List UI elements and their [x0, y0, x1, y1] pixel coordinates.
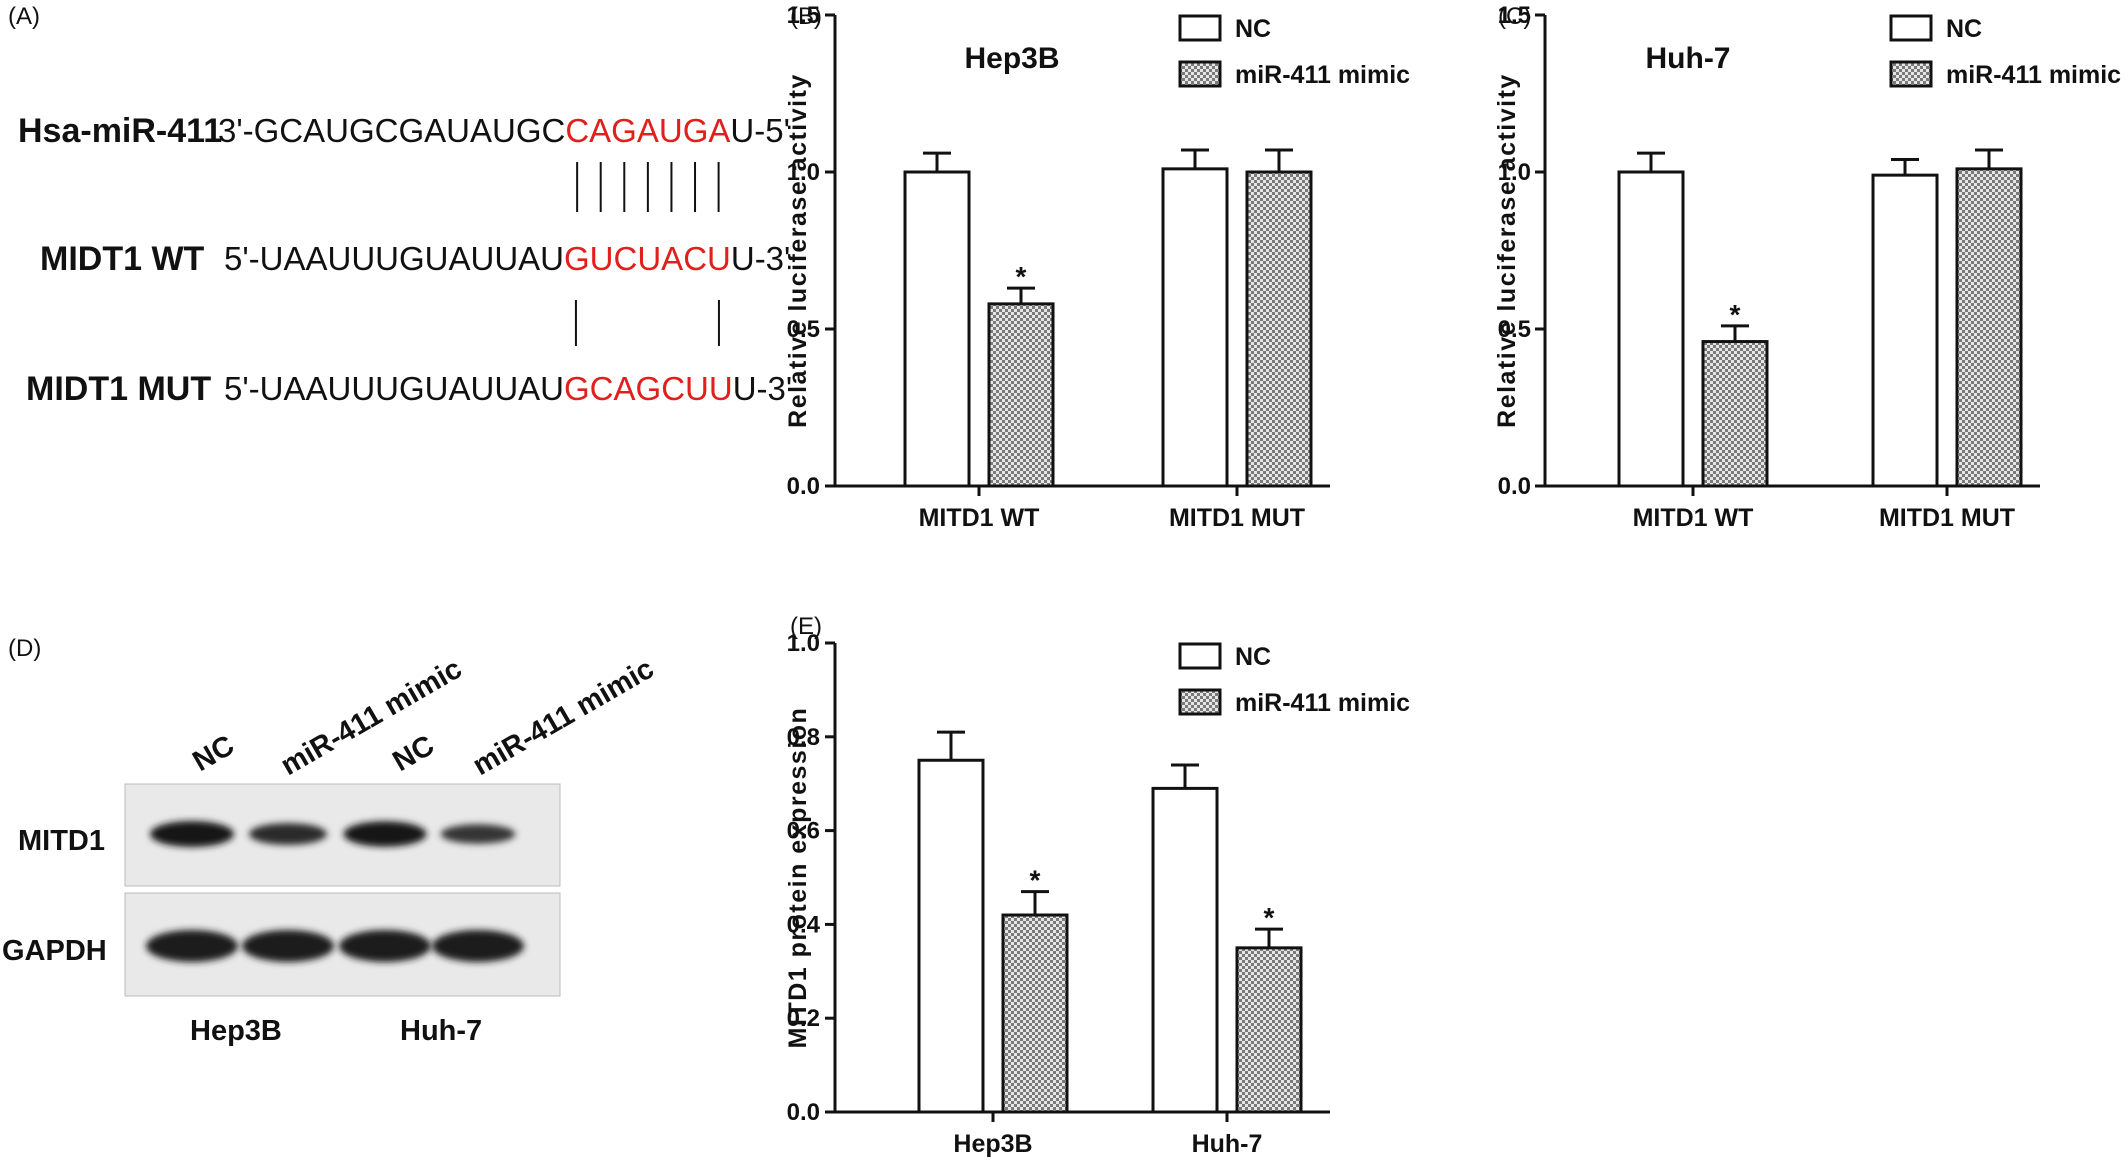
- lane-label-3: NC: [388, 729, 440, 778]
- y-axis-title: MITD1 protein expression: [784, 707, 812, 1049]
- chart-title: Huh-7: [1646, 42, 1731, 75]
- y-tick-label: 0.0: [787, 1099, 820, 1126]
- panel-label-c: (C): [1498, 3, 1531, 30]
- seq-mir411: 3'-GCAUGCGAUAUGCCAGAUGAU-5': [218, 112, 790, 149]
- legend-label: miR-411 mimic: [1235, 689, 1410, 717]
- legend-label: NC: [1946, 15, 1982, 43]
- chart-e-protein: 0.0 0.2 0.4 0.6 0.8 1.0 MITD1 protein expressi…: [784, 630, 1410, 1158]
- seq-mut-suffix: U-3': [733, 370, 792, 407]
- bar: [1617, 170, 1685, 488]
- panel-d-western-blot: NC miR-411 mimic NC miR-411 mimic MITD1 …: [2, 653, 659, 1047]
- panel-label-a: (A): [8, 3, 40, 30]
- bar: [1245, 170, 1313, 488]
- seq-mut: 5'-UAAUUUGUAUUAUGCAGCUUU-3': [224, 370, 792, 407]
- y-tick-label: 1.0: [1498, 159, 1531, 186]
- band-gapdh: [432, 930, 524, 962]
- y-tick-label: 0.4: [787, 911, 821, 938]
- seq-wt-suffix: U-3': [731, 240, 790, 277]
- seq-name-mir411: Hsa-miR-411: [18, 112, 222, 150]
- blot-cellline-hep3b: Hep3B: [190, 1015, 282, 1047]
- seq-mut-prefix: 5'-UAAUUUGUAUUAU: [224, 370, 564, 407]
- y-tick-label: 0.0: [787, 473, 820, 500]
- legend-swatch: [1178, 688, 1222, 716]
- x-tick-label: MITD1 MUT: [1169, 504, 1305, 532]
- seq-mut-site: GCAGCUU: [564, 370, 733, 407]
- blot-row-label-gapdh: GAPDH: [2, 935, 107, 967]
- legend-swatch: [1178, 60, 1222, 88]
- x-tick-label: MITD1 WT: [1633, 504, 1754, 532]
- x-tick-label: MITD1 MUT: [1879, 504, 2015, 532]
- pairing-lines-bottom: [574, 300, 720, 346]
- legend-label: miR-411 mimic: [1946, 61, 2121, 89]
- significance-star: *: [1016, 261, 1027, 292]
- bar: [903, 170, 971, 488]
- panel-a-alignment: Hsa-miR-411 3'-GCAUGCGAUAUGCCAGAUGAU-5' …: [18, 112, 792, 408]
- y-axis-title: Relative luciferase activity: [784, 73, 812, 428]
- lane-label-2: miR-411 mimic: [276, 653, 468, 782]
- significance-star: *: [1730, 299, 1741, 330]
- legend-label: NC: [1235, 643, 1271, 671]
- band-gapdh: [146, 930, 238, 962]
- y-tick-label: 0.6: [787, 818, 820, 845]
- bar: [1161, 167, 1229, 488]
- legend-swatch: [1178, 642, 1222, 670]
- blot-cellline-huh7: Huh-7: [400, 1015, 482, 1047]
- legend-swatch: [1178, 14, 1222, 42]
- legend-label: miR-411 mimic: [1235, 61, 1410, 89]
- panel-label-d: (D): [8, 635, 41, 662]
- band-mitd1: [343, 821, 427, 847]
- chart-c-huh7: 0.0 0.5 1.0 1.5 Relative luciferase activity…: [1493, 2, 2121, 532]
- band-gapdh: [242, 930, 334, 962]
- seq-mir411-seed: CAGAUGA: [565, 112, 730, 149]
- significance-star: *: [1264, 902, 1275, 933]
- band-mitd1: [248, 823, 328, 845]
- y-tick-label: 0.0: [1498, 473, 1531, 500]
- bar: [1001, 913, 1069, 1114]
- significance-star: *: [1030, 865, 1041, 896]
- seq-wt-site: GUCUACU: [564, 240, 731, 277]
- x-tick-label: Huh-7: [1192, 1130, 1263, 1158]
- seq-mir411-suffix: U-5': [730, 112, 789, 149]
- band-gapdh: [339, 930, 431, 962]
- y-tick-label: 0.5: [1498, 316, 1531, 343]
- y-tick-label: 1.5: [1498, 2, 1531, 29]
- panel-label-e: (E): [790, 613, 822, 640]
- band-mitd1: [150, 821, 234, 847]
- bar: [917, 758, 985, 1114]
- lane-label-4: miR-411 mimic: [468, 653, 660, 782]
- y-tick-label: 1.0: [787, 630, 820, 657]
- y-tick-label: 0.8: [787, 724, 820, 751]
- chart-b-hep3b: 0.0 0.5 1.0 1.5 Relative luciferase activity…: [784, 2, 1410, 532]
- bar: [1151, 786, 1219, 1114]
- y-tick-label: 1.0: [787, 159, 820, 186]
- chart-title: Hep3B: [964, 42, 1059, 75]
- legend-swatch: [1889, 14, 1933, 42]
- bar: [987, 302, 1055, 488]
- y-tick-label: 0.5: [787, 316, 820, 343]
- bar: [1235, 946, 1303, 1114]
- panel-label-b: (B): [790, 3, 822, 30]
- seq-name-wt: MIDT1 WT: [40, 240, 205, 278]
- blot-row-label-mitd1: MITD1: [18, 825, 105, 857]
- x-tick-label: Hep3B: [953, 1130, 1032, 1158]
- blot-bands: [146, 821, 524, 962]
- y-tick-label: 0.2: [787, 1005, 820, 1032]
- seq-mir411-prefix: 3'-GCAUGCGAUAUGC: [218, 112, 565, 149]
- seq-name-mut: MIDT1 MUT: [26, 370, 211, 408]
- bar: [1701, 340, 1769, 488]
- bar: [1871, 173, 1939, 488]
- seq-wt: 5'-UAAUUUGUAUUAUGUCUACUU-3': [224, 240, 790, 277]
- pairing-lines-top: [576, 162, 720, 212]
- lane-label-1: NC: [188, 729, 240, 778]
- x-tick-label: MITD1 WT: [919, 504, 1040, 532]
- seq-wt-prefix: 5'-UAAUUUGUAUUAU: [224, 240, 564, 277]
- y-axis-title: Relative luciferase activity: [1493, 73, 1521, 428]
- band-mitd1: [440, 824, 516, 844]
- legend-swatch: [1889, 60, 1933, 88]
- bar: [1955, 167, 2023, 488]
- y-tick-label: 1.5: [787, 2, 820, 29]
- legend-label: NC: [1235, 15, 1271, 43]
